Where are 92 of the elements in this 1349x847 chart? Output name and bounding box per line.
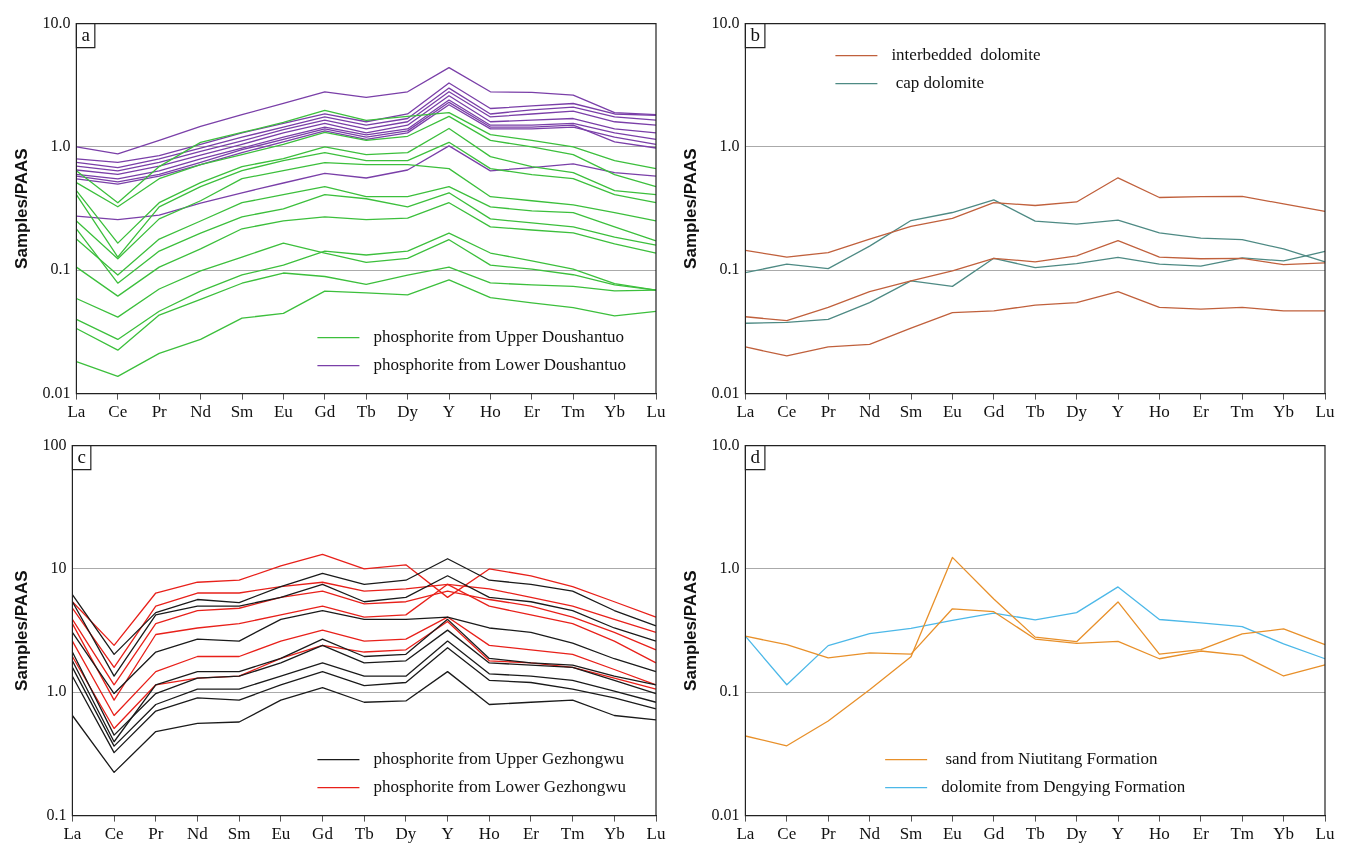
- x-tick-label: Gd: [314, 402, 336, 422]
- y-tick-label: 0.01: [711, 805, 740, 823]
- x-tick-label: Ho: [1149, 402, 1170, 422]
- x-tick-label: Eu: [273, 402, 294, 422]
- y-axis-title: Samples/PAAS: [680, 570, 700, 691]
- x-tick-label: Dy: [397, 402, 419, 422]
- x-tick-label: Gd: [312, 824, 334, 844]
- x-tick-label: Ho: [480, 402, 501, 422]
- x-tick-label: Tb: [1025, 824, 1045, 844]
- x-tick-label: Tm: [1230, 402, 1254, 422]
- legend-label: phosphorite from Lower Gezhongwu: [373, 777, 627, 797]
- y-tick-label: 10.0: [711, 435, 740, 453]
- x-tick-label: Y: [441, 824, 454, 844]
- y-tick-label: 1.0: [719, 137, 740, 155]
- x-tick-label: Tm: [561, 402, 585, 422]
- x-tick-label: Pr: [151, 402, 168, 422]
- x-tick-label: Sm: [899, 402, 923, 422]
- x-tick-label: Er: [523, 402, 541, 422]
- x-tick-label: Dy: [395, 824, 417, 844]
- x-tick-label: Lu: [646, 402, 666, 422]
- x-tick-label: Ho: [1149, 824, 1170, 844]
- x-tick-label: Ce: [108, 402, 128, 422]
- y-tick-label: 1.0: [46, 682, 67, 700]
- legend-label: sand from Niutitang Formation: [941, 749, 1158, 769]
- x-tick-label: Sm: [899, 824, 923, 844]
- y-tick-label: 1.0: [719, 559, 740, 577]
- y-tick-label: 100: [42, 435, 67, 453]
- x-tick-label: Eu: [271, 824, 291, 844]
- y-tick-label: 0.01: [42, 383, 71, 401]
- x-tick-label: Gd: [983, 824, 1005, 844]
- y-tick-label: 0.1: [719, 260, 740, 278]
- x-tick-label: La: [736, 824, 755, 844]
- x-tick-label: La: [67, 402, 86, 422]
- legend-label: cap dolomite: [891, 73, 984, 93]
- x-tick-label: Tm: [560, 824, 585, 844]
- x-tick-label: Nd: [859, 402, 881, 422]
- x-tick-label: Gd: [983, 402, 1005, 422]
- x-tick-label: Tm: [1230, 824, 1254, 844]
- x-tick-label: Y: [1111, 824, 1125, 844]
- x-tick-label: Pr: [148, 824, 164, 844]
- y-tick-label: 1.0: [50, 137, 71, 155]
- y-axis-title: Samples/PAAS: [11, 148, 31, 269]
- chart-title: a: [81, 23, 91, 45]
- y-tick-label: 10.0: [711, 13, 740, 31]
- x-tick-label: Tb: [356, 402, 376, 422]
- chart-title: d: [750, 445, 761, 467]
- x-tick-label: Yb: [1273, 402, 1294, 422]
- y-axis-title: Samples/PAAS: [680, 148, 700, 269]
- legend-label: phosphorite from Upper Gezhongwu: [373, 749, 625, 769]
- x-tick-label: Er: [522, 824, 540, 844]
- x-tick-label: Dy: [1066, 402, 1088, 422]
- y-tick-label: 10: [50, 559, 67, 577]
- legend-label: phosphorite from Upper Doushantuo: [373, 327, 625, 347]
- x-tick-label: Pr: [820, 402, 837, 422]
- legend-label: dolomite from Dengying Formation: [941, 777, 1186, 797]
- x-tick-label: Tb: [354, 824, 374, 844]
- x-tick-label: Y: [1111, 402, 1125, 422]
- x-tick-label: Lu: [646, 824, 666, 844]
- x-tick-label: Dy: [1066, 824, 1088, 844]
- x-tick-label: Yb: [604, 402, 625, 422]
- y-tick-label: 0.1: [50, 260, 71, 278]
- x-tick-label: Eu: [942, 402, 963, 422]
- x-tick-label: Lu: [1315, 824, 1335, 844]
- x-tick-label: Tb: [1025, 402, 1045, 422]
- y-tick-label: 0.1: [46, 805, 67, 823]
- x-tick-label: Ce: [777, 824, 797, 844]
- x-tick-label: Nd: [190, 402, 212, 422]
- x-tick-label: Er: [1192, 824, 1210, 844]
- x-tick-label: Sm: [230, 402, 254, 422]
- x-tick-label: Ho: [478, 824, 500, 844]
- x-tick-label: Eu: [942, 824, 963, 844]
- x-tick-label: Er: [1192, 402, 1210, 422]
- x-tick-label: La: [736, 402, 755, 422]
- legend-label: interbedded dolomite: [891, 45, 1041, 65]
- x-tick-label: Lu: [1315, 402, 1335, 422]
- x-tick-label: Ce: [777, 402, 797, 422]
- x-tick-label: Nd: [187, 824, 209, 844]
- x-tick-label: La: [63, 824, 82, 844]
- x-tick-label: Y: [442, 402, 456, 422]
- y-tick-label: 10.0: [42, 13, 71, 31]
- x-tick-label: Yb: [1273, 824, 1294, 844]
- chart-title: c: [77, 445, 86, 467]
- x-tick-label: Sm: [227, 824, 251, 844]
- x-tick-label: Yb: [603, 824, 625, 844]
- legend-label: phosphorite from Lower Doushantuo: [373, 355, 626, 375]
- x-tick-label: Ce: [104, 824, 124, 844]
- y-tick-label: 0.1: [719, 682, 740, 700]
- x-tick-label: Nd: [859, 824, 881, 844]
- x-tick-label: Pr: [820, 824, 837, 844]
- y-tick-label: 0.01: [711, 383, 740, 401]
- chart-title: b: [750, 23, 760, 45]
- y-axis-title: Samples/PAAS: [11, 570, 31, 691]
